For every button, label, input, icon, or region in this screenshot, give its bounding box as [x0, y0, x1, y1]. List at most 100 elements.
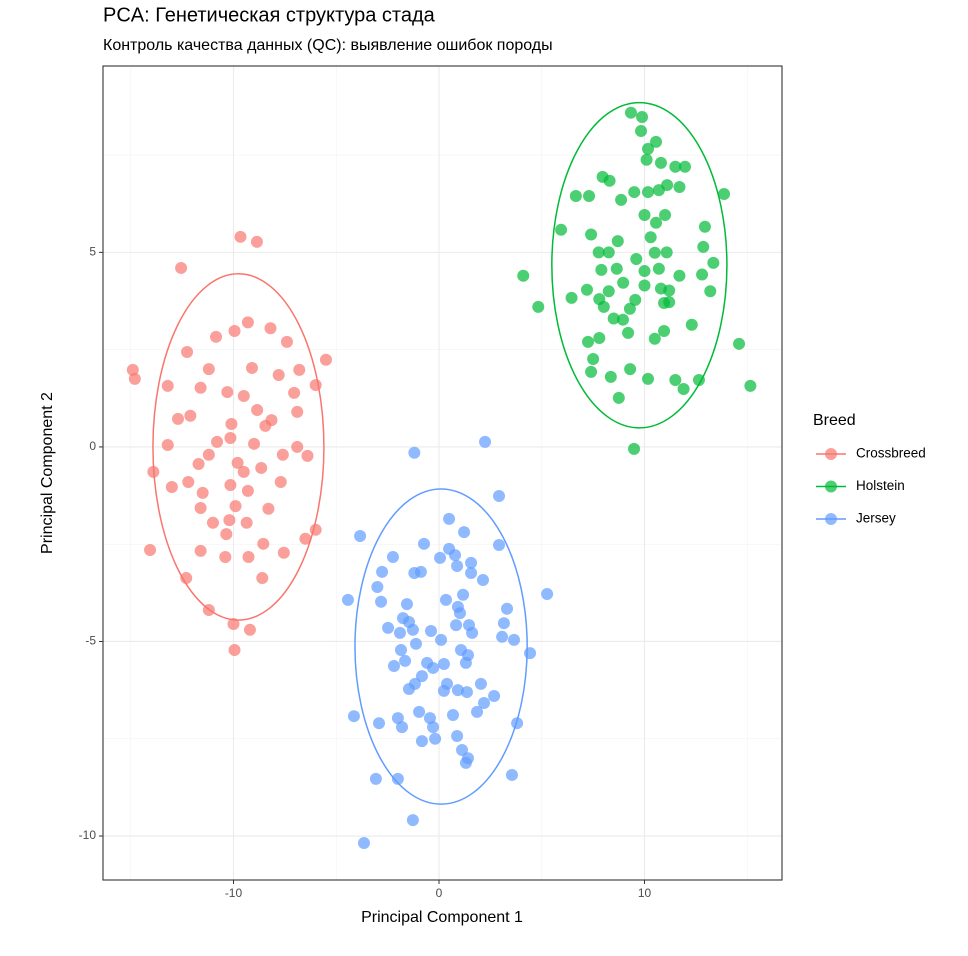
data-point — [629, 293, 642, 306]
data-point — [242, 551, 255, 564]
data-point — [128, 372, 141, 385]
data-point — [399, 654, 412, 667]
data-point — [623, 302, 636, 315]
data-point — [443, 512, 456, 525]
x-tick-label: 10 — [638, 886, 652, 900]
data-point — [642, 372, 655, 385]
data-point — [465, 566, 478, 579]
data-point — [707, 256, 720, 269]
data-point — [196, 486, 209, 499]
data-point — [248, 437, 261, 450]
data-point — [241, 316, 254, 329]
data-point — [673, 269, 686, 282]
data-point — [660, 246, 673, 259]
data-point — [126, 363, 139, 376]
data-point — [532, 300, 545, 313]
data-point — [250, 235, 263, 248]
data-point — [354, 530, 367, 543]
data-point — [386, 551, 399, 564]
data-point — [408, 446, 421, 459]
data-point — [459, 656, 472, 669]
data-point — [555, 223, 568, 236]
data-point — [541, 588, 554, 601]
legend-key-point — [825, 513, 837, 525]
data-point — [237, 465, 250, 478]
data-point — [415, 670, 428, 683]
data-point — [650, 135, 663, 148]
data-point — [224, 431, 237, 444]
data-point — [245, 361, 258, 374]
data-point — [299, 532, 312, 545]
data-point — [517, 269, 530, 282]
data-point — [223, 514, 236, 527]
data-point — [652, 262, 665, 275]
plot-background — [103, 66, 782, 880]
data-point — [585, 228, 598, 241]
legend-key-point — [825, 480, 837, 493]
x-axis-title: Principal Component 1 — [361, 909, 523, 926]
data-point — [451, 559, 464, 572]
data-point — [202, 363, 215, 376]
data-point — [580, 283, 593, 296]
data-point — [508, 633, 521, 646]
data-point — [595, 263, 608, 276]
data-point — [259, 419, 272, 432]
data-point — [341, 593, 354, 606]
x-tick-label: -10 — [225, 886, 243, 900]
data-point — [427, 721, 440, 734]
data-point — [184, 409, 197, 422]
data-point — [181, 345, 194, 358]
data-point — [172, 412, 185, 425]
data-point — [476, 574, 489, 587]
data-point — [505, 768, 518, 781]
y-tick-label: -10 — [79, 828, 97, 842]
data-point — [451, 730, 464, 743]
data-point — [414, 565, 427, 578]
data-point — [654, 156, 667, 169]
data-point — [638, 209, 651, 222]
chart-subtitle: Контроль качества данных (QC): выявление… — [103, 37, 553, 54]
data-point — [628, 442, 641, 455]
data-point — [319, 353, 332, 366]
data-point — [704, 285, 717, 298]
confidence-ellipse — [152, 273, 325, 621]
data-point — [565, 291, 578, 304]
data-point — [648, 246, 661, 259]
data-point — [415, 735, 428, 748]
data-point — [511, 717, 524, 730]
data-point — [371, 581, 384, 594]
data-point — [382, 621, 395, 634]
data-point — [309, 523, 322, 536]
data-point — [225, 417, 238, 430]
data-point — [607, 312, 620, 325]
data-point — [406, 623, 419, 636]
data-point — [228, 644, 241, 657]
data-point — [501, 602, 514, 615]
data-point — [615, 193, 628, 206]
data-point — [493, 489, 506, 502]
data-point — [602, 246, 615, 259]
data-point — [396, 721, 409, 734]
data-point — [403, 682, 416, 695]
data-point — [406, 814, 419, 827]
data-point — [429, 732, 442, 745]
data-point — [427, 661, 440, 674]
data-point — [744, 379, 757, 392]
data-point — [497, 617, 510, 630]
data-point — [376, 565, 389, 578]
data-point — [669, 160, 682, 173]
data-point — [602, 285, 615, 298]
data-point — [219, 551, 232, 564]
data-point — [439, 593, 452, 606]
data-point — [650, 216, 663, 229]
data-point — [434, 551, 447, 564]
data-point — [460, 686, 473, 699]
data-point — [272, 368, 285, 381]
data-point — [640, 153, 653, 166]
data-point — [424, 624, 437, 637]
data-point — [658, 296, 671, 309]
data-point — [144, 544, 157, 557]
data-point — [391, 772, 404, 785]
legend-label: Holstein — [856, 478, 905, 493]
data-point — [243, 623, 256, 636]
